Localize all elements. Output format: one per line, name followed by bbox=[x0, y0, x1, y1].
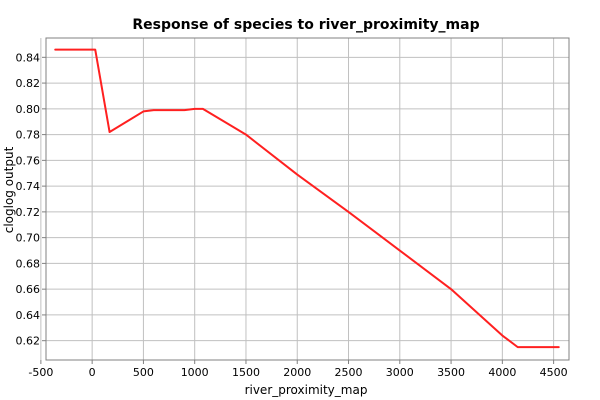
plot-frame bbox=[45, 37, 570, 361]
axis-ticks: -500 0 500 1000 1500 2000 2500 3000 3500 4000 4500… bbox=[16, 51, 568, 379]
y-tick-label: 0.62 bbox=[16, 335, 41, 348]
x-tick-label: 3000 bbox=[386, 366, 414, 379]
y-tick-label: 0.68 bbox=[16, 257, 41, 270]
x-tick-label: 4000 bbox=[488, 366, 516, 379]
y-tick-label: 0.64 bbox=[16, 309, 41, 322]
y-tick-label: 0.70 bbox=[16, 232, 41, 245]
x-tick-label: 4500 bbox=[540, 366, 568, 379]
x-tick-label: -500 bbox=[28, 366, 53, 379]
y-tick-label: 0.78 bbox=[16, 129, 41, 142]
y-tick-label: 0.82 bbox=[16, 77, 41, 90]
series-layer bbox=[54, 48, 560, 349]
x-tick-label: 1500 bbox=[232, 366, 260, 379]
x-axis-label: river_proximity_map bbox=[245, 383, 368, 397]
response-curve-line bbox=[54, 48, 560, 349]
x-tick-label: 2000 bbox=[283, 366, 311, 379]
y-axis-label: cloglog output bbox=[2, 146, 16, 233]
y-tick-label: 0.84 bbox=[16, 51, 41, 64]
x-tick-label: 1000 bbox=[181, 366, 209, 379]
x-tick-label: 2500 bbox=[335, 366, 363, 379]
grid-lines bbox=[40, 38, 569, 360]
y-tick-label: 0.76 bbox=[16, 154, 41, 167]
y-tick-label: 0.74 bbox=[16, 180, 41, 193]
y-tick-label: 0.66 bbox=[16, 283, 41, 296]
x-tick-label: 500 bbox=[133, 366, 154, 379]
y-tick-label: 0.72 bbox=[16, 206, 41, 219]
x-tick-label: 3500 bbox=[437, 366, 465, 379]
chart-title: Response of species to river_proximity_m… bbox=[132, 17, 479, 33]
x-tick-label: 0 bbox=[89, 366, 96, 379]
y-tick-label: 0.80 bbox=[16, 103, 41, 116]
